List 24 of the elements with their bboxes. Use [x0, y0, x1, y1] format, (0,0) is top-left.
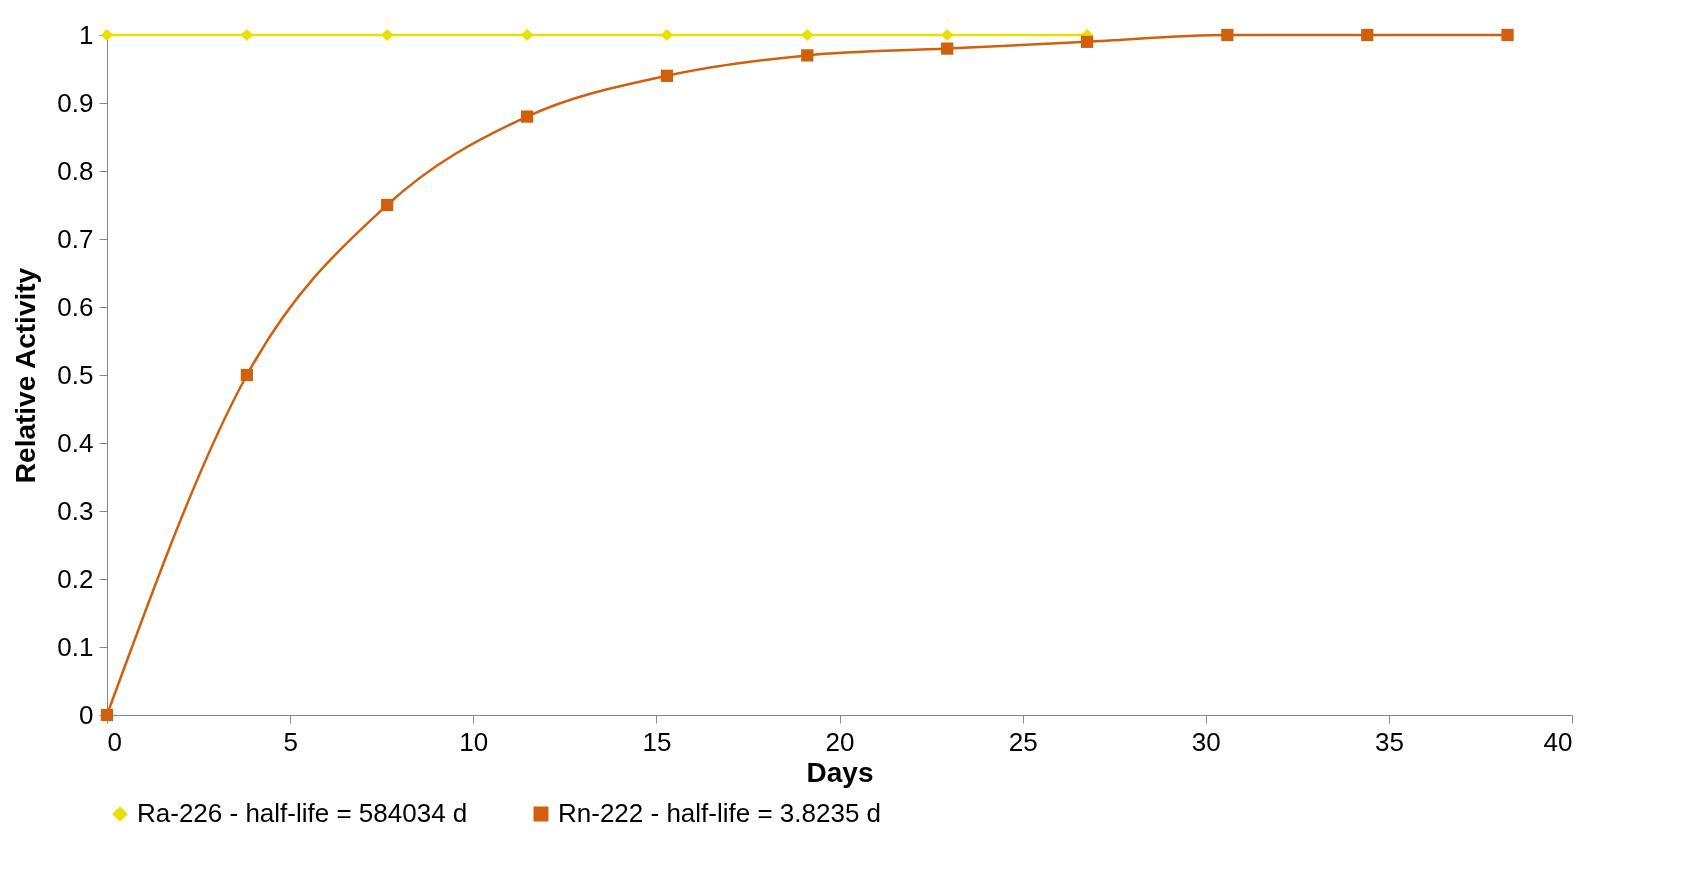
x-tick-label: 35 — [1374, 726, 1404, 757]
y-tick-label: 0.1 — [57, 631, 94, 662]
y-axis-title: Relative Activity — [10, 267, 42, 484]
y-tick-label: 1 — [79, 19, 94, 50]
x-tick-label: 20 — [825, 726, 855, 757]
y-tick-label: 0.7 — [57, 223, 94, 254]
x-tick-label: 5 — [283, 726, 298, 757]
y-tick-label: 0.3 — [57, 495, 94, 526]
x-tick-label: 40 — [1543, 726, 1573, 757]
y-tick-label: 0 — [79, 699, 94, 730]
x-tick-label: 10 — [459, 726, 489, 757]
x-tick-label: 15 — [642, 726, 672, 757]
y-tick-label: 0.8 — [57, 155, 94, 186]
x-axis-title: Days — [806, 756, 874, 788]
legend-label: Ra-226 - half-life = 584034 d — [137, 798, 468, 828]
y-tick-label: 0.4 — [57, 427, 94, 458]
x-tick-label: 25 — [1008, 726, 1038, 757]
x-tick-label: 30 — [1191, 726, 1221, 757]
y-tick-label: 0.9 — [57, 87, 94, 118]
y-tick-label: 0.5 — [57, 359, 94, 390]
legend-label: Rn-222 - half-life = 3.8235 d — [558, 798, 882, 828]
y-tick-label: 0.6 — [57, 291, 94, 322]
x-tick-label: 0 — [107, 726, 122, 757]
y-tick-label: 0.2 — [57, 563, 94, 594]
